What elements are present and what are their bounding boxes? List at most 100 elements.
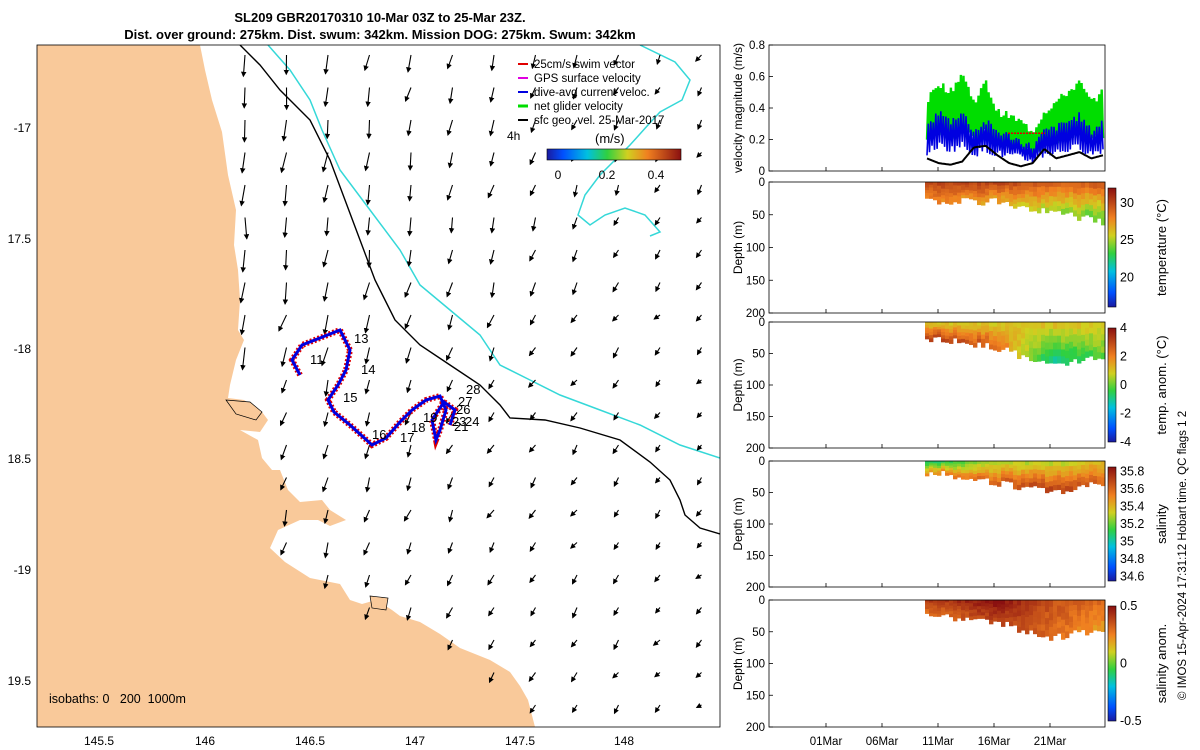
profile-cell (1061, 328, 1066, 337)
profile-cell (925, 461, 930, 464)
profile-cell (1029, 610, 1034, 616)
profile-cell (1013, 190, 1018, 196)
profile-cell (1101, 352, 1106, 360)
profile-cell (957, 612, 962, 616)
profile-cell (1093, 347, 1098, 354)
track-day-label: 23 (452, 414, 466, 429)
profile-cell (953, 606, 958, 611)
profile-cell (1077, 605, 1082, 611)
profile-cell (1073, 187, 1078, 194)
profile-cell (941, 185, 946, 190)
profile-cell (1069, 187, 1074, 193)
profile-cell (997, 600, 1002, 604)
profile-cell (1085, 209, 1090, 216)
velocity-arrow (488, 477, 495, 488)
profile-cell (1045, 471, 1050, 478)
profile-cell (1089, 605, 1094, 612)
profile-cell (933, 605, 938, 609)
velocity-arrow (486, 444, 495, 454)
profile-cell (1009, 322, 1014, 328)
profile-cell (933, 327, 938, 330)
profile-cell (1097, 464, 1102, 470)
profile-cell (1041, 630, 1046, 638)
profile-cell (1077, 182, 1082, 189)
profile-cell (929, 325, 934, 329)
profile-cell (989, 340, 994, 345)
legend: 25cm/s swim vector GPS surface velocity … (507, 59, 682, 182)
profile-cell (1041, 624, 1046, 632)
profile-cell (1025, 465, 1030, 470)
profile-cell (1061, 626, 1066, 634)
velocity-arrow (446, 54, 454, 70)
profile-cell (1053, 480, 1058, 486)
profile-cell (1101, 328, 1106, 335)
profile-cell (937, 324, 942, 328)
profile-cell (1057, 611, 1062, 618)
profile-cell (1045, 322, 1050, 330)
map-panel: 11 13 14 15 16 17 18 19 21 23 24 26 27 2… (8, 44, 721, 748)
profile-cell (941, 182, 946, 186)
profile-cell (1077, 477, 1082, 483)
profile-cell (933, 329, 938, 333)
profile-cell (1013, 479, 1018, 485)
profile-cell (989, 344, 994, 350)
profile-cell (949, 329, 954, 334)
velocity-arrow (406, 119, 412, 137)
velocity-arrow (570, 314, 578, 324)
profile-cell (1033, 196, 1038, 202)
velocity-arrow (613, 607, 619, 616)
velocity-arrow (363, 54, 371, 72)
velocity-arrow (364, 607, 371, 621)
profile-cell (1093, 468, 1098, 473)
profile-cell (1021, 461, 1026, 466)
profile-cell (1001, 192, 1006, 196)
profile-cell (941, 607, 946, 611)
profile-cell (985, 198, 990, 203)
profile-cell (1065, 336, 1070, 345)
profile-cell (1089, 621, 1094, 628)
profile-cell (1081, 328, 1086, 336)
profile-cell (925, 327, 930, 331)
profile-cell (929, 600, 934, 604)
profile-cell (941, 195, 946, 199)
profile-cell (1029, 322, 1034, 329)
velocity-arrow (407, 184, 413, 202)
profile-cell (989, 464, 994, 470)
profile-cell (1005, 182, 1010, 186)
velocity-arrow (363, 314, 371, 334)
profile-cell (965, 329, 970, 334)
velocity-arrow (278, 314, 287, 332)
profile-cell (1033, 335, 1038, 343)
profile-cell (945, 461, 950, 464)
profile-cell (1081, 182, 1086, 189)
velocity-arrow (530, 87, 536, 99)
profile-cell (1017, 352, 1022, 360)
profile-cell (969, 190, 974, 194)
profile-cell (1061, 619, 1066, 627)
velocity-arrow (529, 249, 536, 262)
profile-cell (969, 182, 974, 186)
y-tick-label: -19 (14, 563, 32, 577)
profile-cell (993, 331, 998, 337)
profile-cell (977, 461, 982, 465)
profile-cell (981, 461, 986, 465)
profile-cell (993, 610, 998, 615)
profile-cell (1085, 182, 1090, 188)
velocity-arrow (695, 54, 702, 62)
profile-cell (1017, 627, 1022, 633)
profile-cell (933, 465, 938, 469)
profile-cell (1017, 616, 1022, 623)
profile-cell (981, 475, 986, 480)
profile-cell (977, 475, 982, 480)
velocity-arrow (571, 119, 578, 131)
profile-cell (957, 189, 962, 194)
profile-cell (1053, 342, 1058, 350)
velocity-arrow (365, 184, 371, 206)
profile-cell (985, 182, 990, 186)
profile-cell (1025, 327, 1030, 334)
velocity-arrow (446, 347, 453, 362)
profile-cell (1081, 472, 1086, 478)
profile-cell (1073, 334, 1078, 341)
profile-cell (1021, 478, 1026, 484)
profile-cell (1057, 191, 1062, 197)
